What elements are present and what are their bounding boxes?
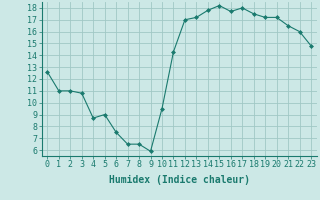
X-axis label: Humidex (Indice chaleur): Humidex (Indice chaleur) — [109, 175, 250, 185]
